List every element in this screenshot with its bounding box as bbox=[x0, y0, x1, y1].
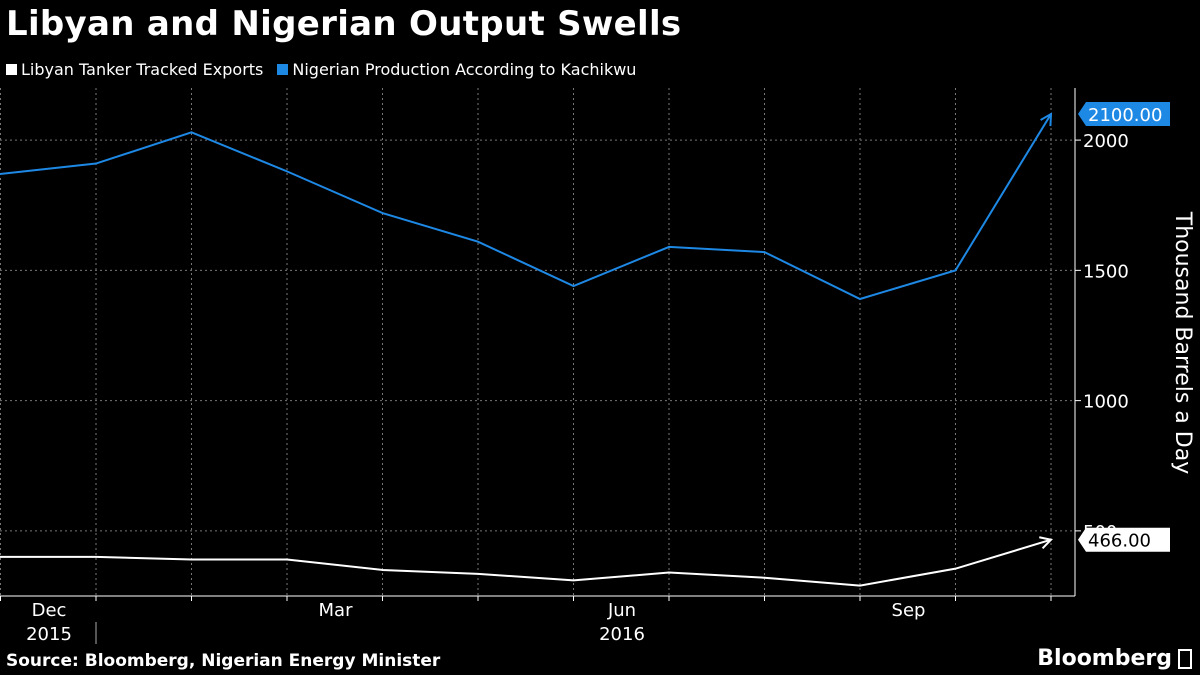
y-tick-label: 1500 bbox=[1083, 261, 1129, 282]
last-value-label-libya: 466.00 bbox=[1088, 531, 1151, 552]
x-year-label: 2016 bbox=[599, 624, 645, 645]
chart-title: Libyan and Nigerian Output Swells bbox=[6, 4, 682, 44]
legend-label-nigeria: Nigerian Production According to Kachikw… bbox=[292, 60, 637, 79]
brand-icon bbox=[1178, 648, 1192, 669]
legend: Libyan Tanker Tracked Exports Nigerian P… bbox=[6, 60, 636, 79]
brand-name: Bloomberg bbox=[1037, 646, 1172, 671]
legend-label-libya: Libyan Tanker Tracked Exports bbox=[21, 60, 264, 79]
last-value-flag-libya bbox=[1078, 527, 1170, 552]
y-axis-title: Thousand Barrels a Day bbox=[1170, 211, 1195, 474]
legend-item-nigeria: Nigerian Production According to Kachikw… bbox=[277, 60, 636, 79]
source-note: Source: Bloomberg, Nigerian Energy Minis… bbox=[6, 651, 441, 671]
x-year-label: 2015 bbox=[26, 624, 72, 645]
legend-swatch-nigeria bbox=[277, 64, 289, 75]
series-line-nigeria bbox=[0, 113, 1052, 301]
last-value-label-nigeria: 2100.00 bbox=[1088, 105, 1162, 126]
y-tick-label: 2000 bbox=[1083, 131, 1129, 152]
y-tick-label: 1000 bbox=[1083, 392, 1129, 413]
brand-logo: Bloomberg bbox=[1037, 646, 1192, 671]
last-value-flag-nigeria bbox=[1078, 102, 1170, 127]
x-tick-label: Dec bbox=[32, 600, 67, 621]
series-line-libya bbox=[0, 538, 1052, 587]
series-line-libya-arrow bbox=[1039, 536, 1053, 549]
legend-item-libya: Libyan Tanker Tracked Exports bbox=[6, 60, 263, 79]
series-line-nigeria-arrow bbox=[1040, 112, 1053, 127]
x-tick-label: Sep bbox=[892, 600, 926, 621]
x-tick-label: Jun bbox=[607, 600, 636, 621]
legend-swatch-libya bbox=[6, 64, 17, 75]
x-tick-label: Mar bbox=[319, 600, 354, 621]
